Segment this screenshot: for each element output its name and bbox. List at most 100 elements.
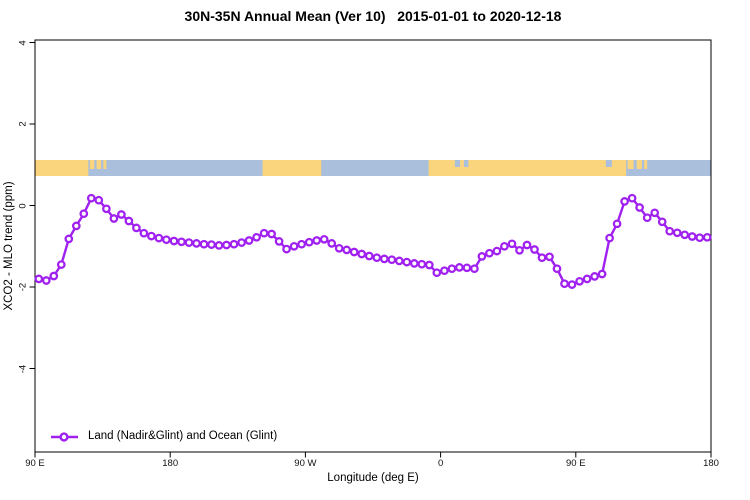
data-point-marker (455, 263, 464, 272)
data-point-marker (552, 264, 562, 274)
data-point-marker (680, 230, 690, 240)
y-tick-label: 2 (17, 121, 29, 127)
data-point-marker (312, 236, 322, 245)
data-point-marker (357, 249, 367, 259)
data-point-marker (590, 272, 599, 281)
data-point-marker (229, 239, 239, 249)
data-point-marker (537, 253, 547, 263)
y-tick-label: 4 (17, 39, 29, 46)
data-point-marker (470, 264, 479, 274)
data-point-marker (177, 237, 186, 247)
data-point-marker (289, 241, 299, 251)
data-point-marker (545, 252, 554, 262)
data-point-marker (582, 274, 592, 284)
data-point-marker (259, 228, 269, 238)
data-point-marker (605, 233, 614, 243)
data-point-marker (244, 236, 254, 245)
x-tick-label: 180 (162, 458, 179, 469)
map-strip-island (103, 160, 107, 169)
data-point-marker (327, 239, 337, 248)
map-strip-island (89, 160, 95, 169)
data-point-marker (86, 193, 96, 203)
map-strip-land (428, 160, 627, 176)
data-point-marker (500, 241, 509, 251)
data-point-marker (79, 209, 89, 219)
data-point-marker (387, 255, 397, 265)
data-point-marker (462, 263, 472, 273)
x-tick-label: 0 (437, 458, 444, 469)
data-point-marker (432, 268, 442, 278)
map-strip-sea-notch (605, 160, 612, 167)
legend-label: Land (Nadir&Glint) and Ocean (Glint) (88, 430, 278, 442)
data-point-marker (665, 226, 675, 236)
map-strip-island (644, 160, 648, 169)
data-point-marker (702, 232, 712, 242)
x-tick-label: 90 W (294, 458, 317, 469)
data-point-marker (139, 228, 149, 238)
x-axis-label: Longitude (deg E) (327, 472, 419, 484)
data-point-marker (94, 195, 104, 205)
data-point-marker (297, 239, 306, 249)
data-point-marker (364, 251, 374, 261)
legend-circle-icon (59, 432, 69, 442)
y-tick-label: -4 (17, 364, 29, 373)
data-point-marker (169, 236, 179, 246)
legend-marker-icon (51, 432, 78, 442)
data-point-marker (447, 264, 457, 274)
legend: Land (Nadir&Glint) and Ocean (Glint) (50, 429, 277, 445)
data-point-marker (485, 248, 494, 258)
data-point-marker (132, 223, 141, 233)
data-point-marker (650, 208, 660, 218)
map-strip-land (35, 160, 89, 176)
data-point-marker (402, 257, 412, 267)
data-point-marker (64, 234, 74, 244)
data-point-marker (49, 271, 59, 281)
data-point-marker (687, 232, 697, 241)
data-point-marker (124, 216, 134, 226)
data-point-marker (657, 217, 667, 227)
x-tick-label: 180 (703, 458, 719, 469)
data-point-marker (252, 232, 261, 242)
data-point-marker (379, 254, 389, 264)
data-point-marker (394, 256, 404, 266)
data-point-marker (515, 245, 524, 255)
data-point-marker (372, 253, 382, 263)
map-strip-land (262, 160, 322, 176)
data-point-marker (154, 233, 164, 243)
data-point-marker (695, 233, 705, 243)
data-point-marker (199, 239, 209, 249)
data-point-marker (109, 214, 119, 223)
data-point-marker (192, 239, 201, 248)
x-tick-label: 90 E (25, 458, 45, 469)
data-point-marker (409, 259, 419, 268)
y-tick-label: 0 (17, 202, 29, 209)
data-point-marker (477, 252, 487, 261)
data-point-marker (334, 243, 344, 253)
data-point-marker (267, 229, 276, 239)
data-point-marker (530, 245, 539, 254)
chart-title: 30N-35N Annual Mean (Ver 10) 2015-01-01 … (184, 8, 562, 24)
plot-box (34, 39, 712, 453)
data-point-marker (162, 235, 171, 245)
map-strip-sea-notch (463, 160, 469, 167)
data-point-marker (147, 231, 156, 241)
map-strip-island (636, 160, 642, 169)
data-point-marker (71, 221, 81, 231)
data-point-marker (34, 274, 44, 284)
data-point-marker (424, 260, 434, 270)
data-point-marker (214, 241, 224, 250)
data-point-marker (222, 240, 231, 250)
map-strip-island (96, 160, 102, 169)
data-point-marker (612, 219, 622, 229)
data-point-marker (567, 280, 577, 289)
data-point-marker (102, 204, 111, 214)
y-axis-label: XCO2 - MLO trend (ppm) (3, 181, 15, 311)
data-point-marker (319, 234, 329, 244)
data-point-marker (575, 276, 584, 286)
data-point-marker (507, 239, 517, 249)
data-point-marker (117, 210, 126, 219)
data-point-marker (41, 276, 51, 285)
data-point-marker (207, 240, 216, 249)
